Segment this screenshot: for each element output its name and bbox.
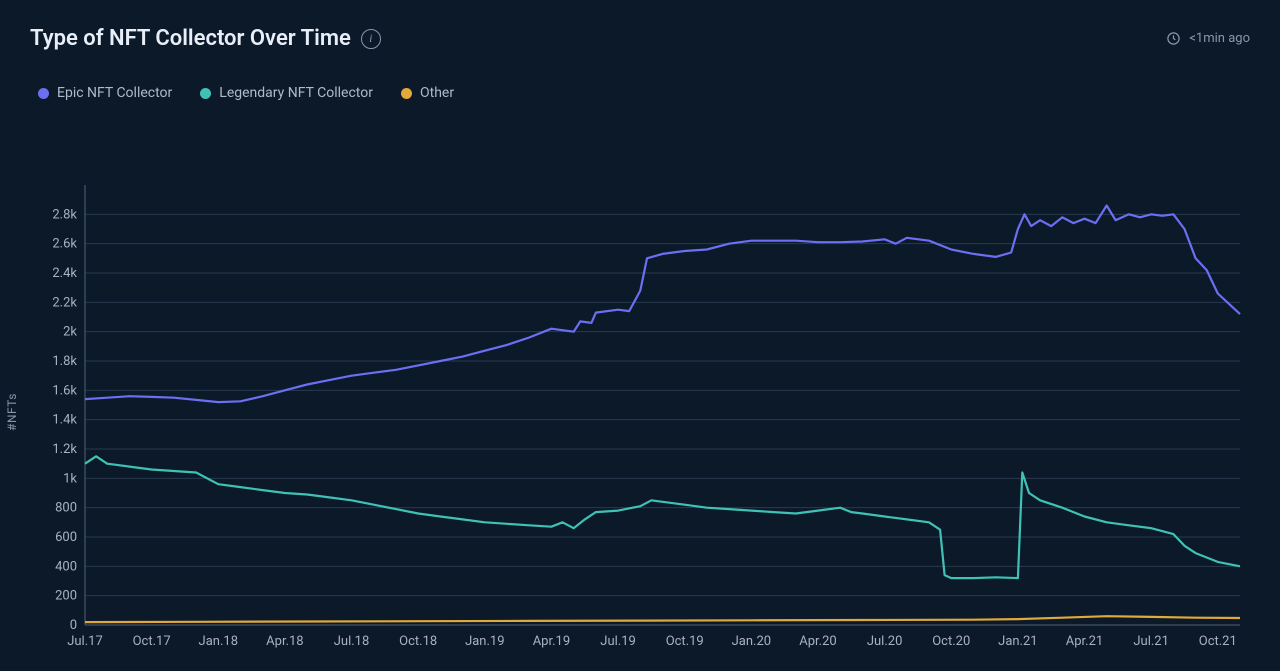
svg-text:0: 0 xyxy=(70,618,77,633)
svg-text:Jul.21: Jul.21 xyxy=(1133,634,1169,649)
y-axis-label: #NFTs xyxy=(5,393,19,431)
svg-text:Jul.20: Jul.20 xyxy=(867,634,903,649)
svg-text:1.8k: 1.8k xyxy=(52,354,77,369)
svg-text:Jan.19: Jan.19 xyxy=(465,634,504,649)
svg-text:1.4k: 1.4k xyxy=(52,413,77,428)
legend-dot-icon xyxy=(401,88,412,99)
chart-area: #NFTs 02004006008001k1.2k1.4k1.6k1.8k2k2… xyxy=(30,155,1255,655)
legend-label: Legendary NFT Collector xyxy=(219,85,373,101)
legend-item-other[interactable]: Other xyxy=(401,85,454,101)
legend-dot-icon xyxy=(38,88,49,99)
chart-legend: Epic NFT Collector Legendary NFT Collect… xyxy=(0,61,1280,115)
svg-text:600: 600 xyxy=(55,530,77,545)
svg-text:2.8k: 2.8k xyxy=(52,207,77,222)
svg-text:2k: 2k xyxy=(63,325,77,340)
svg-text:Jan.21: Jan.21 xyxy=(998,634,1037,649)
svg-text:Oct.17: Oct.17 xyxy=(133,634,171,649)
svg-text:Jan.18: Jan.18 xyxy=(199,634,238,649)
clock-icon xyxy=(1166,31,1181,46)
chart-header: Type of NFT Collector Over Time i <1min … xyxy=(0,0,1280,61)
svg-text:2.2k: 2.2k xyxy=(52,295,77,310)
svg-text:Apr.18: Apr.18 xyxy=(266,634,303,649)
svg-text:2.6k: 2.6k xyxy=(52,237,77,252)
svg-text:Apr.19: Apr.19 xyxy=(533,634,570,649)
svg-text:Oct.20: Oct.20 xyxy=(932,634,970,649)
svg-text:Oct.19: Oct.19 xyxy=(666,634,704,649)
svg-text:Jul.17: Jul.17 xyxy=(67,634,103,649)
svg-text:Oct.21: Oct.21 xyxy=(1199,634,1237,649)
legend-label: Epic NFT Collector xyxy=(57,85,172,101)
svg-text:800: 800 xyxy=(55,501,77,516)
info-icon[interactable]: i xyxy=(361,29,381,49)
svg-text:Apr.21: Apr.21 xyxy=(1066,634,1103,649)
chart-title: Type of NFT Collector Over Time xyxy=(30,26,351,51)
timestamp-text: <1min ago xyxy=(1189,31,1250,46)
svg-text:Jul.18: Jul.18 xyxy=(334,634,370,649)
legend-item-legendary[interactable]: Legendary NFT Collector xyxy=(200,85,373,101)
svg-text:400: 400 xyxy=(55,559,77,574)
chart-svg: 0 200 400 600 800 1k 1.2k 1.4k 1.6k 1.8k 2k 2.2k 2.4… xyxy=(30,155,1255,655)
legend-item-epic[interactable]: Epic NFT Collector xyxy=(38,85,172,101)
timestamp-wrap: <1min ago xyxy=(1166,31,1250,46)
svg-text:1k: 1k xyxy=(63,471,77,486)
svg-text:Jul.19: Jul.19 xyxy=(600,634,636,649)
svg-text:1.2k: 1.2k xyxy=(52,442,77,457)
svg-text:Jan.20: Jan.20 xyxy=(732,634,771,649)
legend-dot-icon xyxy=(200,88,211,99)
svg-text:200: 200 xyxy=(55,589,77,604)
svg-text:2.4k: 2.4k xyxy=(52,266,77,281)
svg-text:1.6k: 1.6k xyxy=(52,383,77,398)
title-wrap: Type of NFT Collector Over Time i xyxy=(30,26,381,51)
legend-label: Other xyxy=(420,85,454,101)
svg-text:Oct.18: Oct.18 xyxy=(399,634,437,649)
svg-text:Apr.20: Apr.20 xyxy=(799,634,836,649)
